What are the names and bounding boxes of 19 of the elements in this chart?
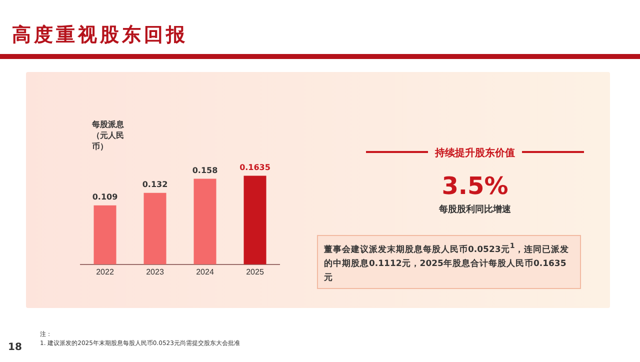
text: 每股股利同比增速 (438, 203, 512, 216)
text: 18 (8, 342, 22, 353)
x-tick-label: 2024 (196, 267, 214, 276)
text: 董事会建议派发末期股息每股人民币0.0523元$^{1}$，连同已派发的中期股息0.1112元，2025年股息合计每股人民币0.1635元 (317, 235, 581, 289)
x-tick-label: 2022 (96, 267, 114, 276)
bar (94, 205, 116, 264)
data-label: 0.132 (142, 180, 168, 189)
bar (144, 192, 166, 264)
data-label: 0.158 (192, 166, 218, 175)
text: 3.5% (440, 172, 510, 200)
bar (244, 176, 266, 264)
data-label: 0.109 (92, 192, 118, 202)
bar (194, 178, 216, 264)
data-label: 0.1635 (240, 162, 271, 172)
y-axis-title: 每股派息（元人民币） (92, 119, 125, 152)
x-tick-label: 2025 (246, 267, 264, 276)
text: 持续提升股东价值 (434, 146, 516, 160)
chart-title: 高度重视股东回报 (12, 23, 188, 48)
x-tick-label: 2023 (146, 267, 164, 276)
